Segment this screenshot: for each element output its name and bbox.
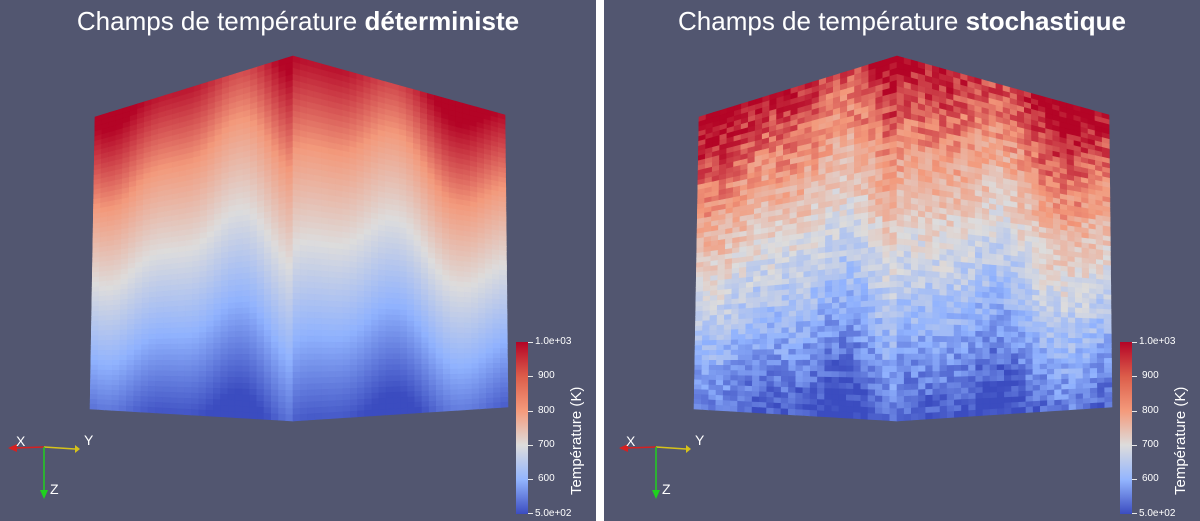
colorbar-tick [528, 342, 533, 343]
colorbar-tick-label: 1.0e+03 [535, 336, 572, 347]
colorbar-tick-label: 800 [538, 405, 555, 416]
panel-title: Champs de température stochastique [678, 6, 1126, 36]
colorbar-tick-label: 600 [538, 473, 555, 484]
render-view-deterministic[interactable]: Champs de température déterministe 1.0e+… [0, 0, 596, 521]
orientation-axes [8, 444, 80, 499]
colorbar-tick [528, 411, 533, 412]
colorbar-tick-label: 5.0e+02 [535, 508, 572, 519]
panel-title: Champs de température déterministe [76, 6, 520, 36]
colorbar-tick-label: 1.0e+03 [1139, 336, 1176, 347]
colorbar-title: Température (K) [1172, 386, 1189, 495]
colorbar-tick-label: 700 [1142, 439, 1159, 450]
colorbar-tick [1132, 445, 1137, 446]
colorbar-tick [528, 445, 533, 446]
axis-label-x: X [16, 433, 26, 449]
axis-label-z: Z [50, 481, 59, 497]
colorbar-tick-label: 800 [1142, 405, 1159, 416]
colorbar-tick [528, 513, 533, 514]
colorbar-tick [1132, 342, 1137, 343]
colorbar [1120, 342, 1132, 514]
axis-label-z: Z [662, 481, 671, 497]
colorbar-tick-label: 600 [1142, 473, 1159, 484]
colorbar-tick-label: 700 [538, 439, 555, 450]
temperature-cube [89, 55, 509, 422]
colorbar-tick [528, 376, 533, 377]
colorbar-tick [1132, 376, 1137, 377]
orientation-axes [619, 444, 691, 499]
axis-label-y: Y [695, 432, 705, 448]
render-view-stochastic[interactable]: Champs de température stochastique 1.0e+… [604, 0, 1200, 521]
axis-label-y: Y [84, 432, 94, 448]
colorbar-tick [1132, 411, 1137, 412]
colorbar-title: Température (K) [568, 386, 585, 495]
colorbar-tick [528, 479, 533, 480]
colorbar-tick [1132, 479, 1137, 480]
colorbar-tick-label: 900 [1142, 370, 1159, 381]
colorbar-tick [1132, 513, 1137, 514]
axis-label-x: X [626, 433, 636, 449]
colorbar-tick-label: 900 [538, 370, 555, 381]
colorbar [516, 342, 528, 514]
temperature-cube [693, 55, 1113, 422]
colorbar-tick-label: 5.0e+02 [1139, 508, 1176, 519]
